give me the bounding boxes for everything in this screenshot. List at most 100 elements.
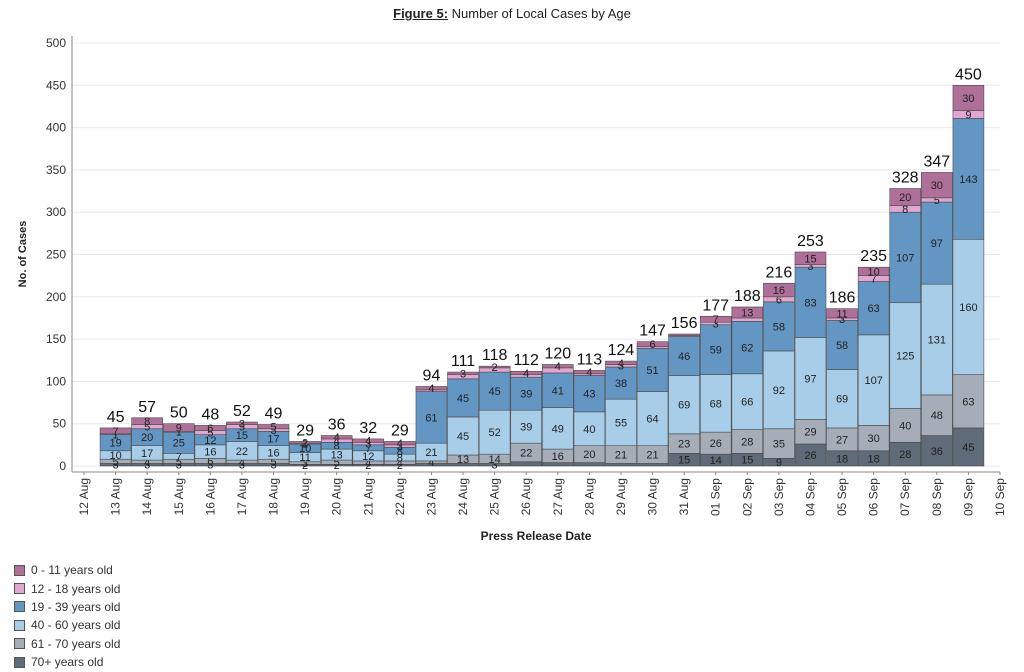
segment-label: 51 — [646, 365, 658, 377]
segment-label: 11 — [836, 308, 847, 320]
legend-label: 61 - 70 years old — [31, 636, 121, 651]
total-label: 94 — [423, 367, 441, 384]
segment-label: 21 — [615, 450, 627, 462]
segment-label: 4 — [397, 458, 403, 470]
bar-segment — [289, 441, 321, 444]
segment-label: 68 — [710, 398, 722, 410]
segment-label: 160 — [959, 302, 977, 314]
bar-segment — [921, 172, 953, 199]
segment-label: 27 — [836, 434, 848, 446]
segment-label: 59 — [710, 345, 722, 357]
segment-label: 26 — [710, 438, 722, 450]
segment-label: 8 — [902, 204, 908, 216]
bar-segment — [542, 462, 574, 467]
bar-segment — [573, 462, 606, 467]
segment-label: 7 — [871, 274, 877, 286]
bar-segment — [636, 391, 669, 446]
bar-segment — [889, 211, 922, 304]
segment-label: 7 — [176, 451, 182, 463]
segment-label: 19 — [109, 438, 121, 450]
segment-label: 3 — [618, 361, 624, 373]
segment-label: 7 — [365, 443, 371, 455]
legend-swatch — [14, 619, 25, 631]
segment-label: 21 — [646, 450, 658, 462]
bar-segment — [478, 365, 511, 369]
segment-label: 35 — [773, 439, 785, 451]
x-tick-label: 08 Sep — [930, 478, 944, 516]
total-label: 147 — [639, 323, 666, 340]
bar-segment — [573, 411, 606, 446]
bar-segment — [257, 424, 290, 430]
segment-label: 5 — [113, 456, 119, 468]
bar-segment — [510, 370, 542, 375]
segment-label: 45 — [457, 393, 469, 405]
y-tick-label: 100 — [46, 374, 66, 388]
segment-label: 20 — [899, 192, 911, 204]
legend-swatch — [14, 564, 25, 576]
segment-label: 16 — [204, 447, 216, 459]
bar-segment — [510, 409, 542, 444]
bar-segment — [763, 301, 795, 352]
segment-label: 63 — [962, 396, 974, 408]
segment-label: 12 — [362, 451, 374, 463]
y-tick-label: 400 — [46, 121, 66, 135]
bar-segment — [605, 398, 637, 446]
segment-label: 125 — [896, 351, 914, 363]
segment-label: 48 — [931, 410, 943, 422]
x-tick-label: 24 Aug — [456, 478, 470, 515]
bar-segment — [668, 375, 700, 435]
bar-segment — [857, 281, 890, 336]
total-label: 216 — [766, 264, 793, 281]
segment-label: 3 — [460, 368, 466, 380]
segment-label: 13 — [331, 450, 343, 462]
bar-segment — [952, 85, 985, 111]
bar-segment — [731, 321, 764, 375]
segment-label: 21 — [425, 447, 437, 459]
bar-segment — [857, 266, 890, 276]
segment-label: 15 — [678, 455, 690, 467]
segment-label: 61 — [425, 412, 437, 424]
segment-label: 46 — [678, 351, 690, 363]
segment-label: 83 — [804, 297, 816, 309]
x-tick-label: 19 Aug — [298, 478, 312, 515]
bar-segment — [605, 463, 637, 467]
total-label: 120 — [544, 345, 571, 362]
total-label: 235 — [860, 248, 887, 265]
bar-segment — [952, 117, 985, 240]
segment-label: 39 — [520, 389, 532, 401]
bar-segment — [952, 374, 985, 429]
legend-label: 40 - 60 years old — [31, 618, 121, 633]
bar-segment — [668, 333, 700, 337]
segment-label: 63 — [868, 303, 880, 315]
segment-label: 4 — [397, 438, 403, 450]
segment-label: 8 — [397, 453, 403, 465]
x-tick-label: 30 Aug — [646, 478, 660, 515]
total-label: 32 — [359, 420, 377, 437]
segment-label: 22 — [520, 447, 532, 459]
y-tick-label: 300 — [46, 205, 66, 219]
bar-segment — [510, 461, 542, 467]
segment-label: 16 — [773, 285, 785, 297]
legend-item: 0 - 11 years old — [14, 561, 120, 579]
bar-segment — [857, 425, 890, 452]
total-label: 118 — [482, 347, 508, 364]
segment-label: 38 — [615, 378, 627, 390]
segment-label: 29 — [804, 427, 816, 439]
legend-label: 0 - 11 years old — [31, 563, 113, 578]
segment-label: 28 — [741, 436, 753, 448]
bar-segment — [921, 394, 953, 436]
segment-label: 3 — [492, 460, 498, 472]
segment-label: 143 — [959, 174, 977, 186]
bar-segment — [320, 435, 353, 440]
segment-label: 18 — [836, 453, 848, 465]
total-label: 52 — [233, 403, 251, 420]
x-tick-label: 20 Aug — [330, 478, 344, 515]
segment-label: 4 — [144, 457, 150, 469]
legend-item: 70+ years old — [14, 653, 120, 671]
x-tick-label: 15 Aug — [172, 478, 186, 515]
figure-title: Number of Local Cases by Age — [451, 6, 631, 21]
segment-label: 3 — [807, 261, 813, 273]
bar-segment — [384, 441, 416, 446]
x-tick-label: 01 Sep — [709, 478, 723, 516]
segment-label: 28 — [899, 449, 911, 461]
